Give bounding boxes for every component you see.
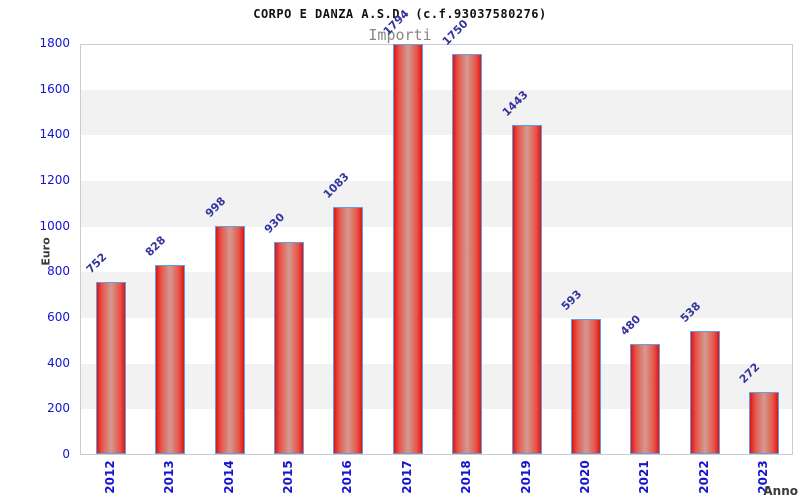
x-tick-label-2015: 2015 bbox=[280, 460, 295, 494]
y-axis-label: Euro bbox=[39, 237, 53, 266]
bar-2017 bbox=[392, 44, 423, 454]
x-tick-label-2013: 2013 bbox=[162, 460, 177, 494]
y-tick-label: 400 bbox=[47, 355, 70, 370]
chart-title: CORPO E DANZA A.S.D. (c.f.93037580276) bbox=[253, 7, 547, 21]
bar-2015 bbox=[273, 241, 304, 454]
y-tick-label: 1400 bbox=[39, 127, 70, 142]
grid-band bbox=[81, 89, 792, 136]
bar-2012 bbox=[95, 282, 126, 454]
x-tick-label-2016: 2016 bbox=[340, 460, 355, 494]
bar-2019 bbox=[511, 124, 542, 454]
bar-2020 bbox=[571, 318, 602, 454]
x-tick-label-2021: 2021 bbox=[637, 460, 652, 494]
plot-area bbox=[80, 44, 793, 455]
y-tick-label: 600 bbox=[47, 310, 70, 324]
x-tick-label-2022: 2022 bbox=[696, 460, 711, 494]
y-tick-label: 1600 bbox=[39, 81, 70, 96]
grid-band bbox=[81, 181, 792, 227]
bar-2016 bbox=[333, 206, 364, 454]
x-tick-label-2019: 2019 bbox=[518, 460, 533, 494]
bar-2022 bbox=[689, 331, 720, 454]
grid-band bbox=[81, 272, 792, 318]
bar-2023 bbox=[749, 391, 780, 454]
x-tick-label-2020: 2020 bbox=[578, 460, 593, 494]
y-tick-label: 1200 bbox=[39, 173, 70, 187]
bar-2018 bbox=[452, 54, 483, 454]
x-tick-label-2017: 2017 bbox=[399, 460, 414, 494]
x-tick-label-2018: 2018 bbox=[459, 460, 474, 494]
bar-2013 bbox=[155, 264, 186, 454]
x-tick-label-2014: 2014 bbox=[221, 460, 236, 494]
grid-band bbox=[81, 363, 792, 410]
chart-subtitle: Importi bbox=[368, 26, 432, 44]
x-tick-label-2012: 2012 bbox=[102, 460, 117, 494]
y-tick-label: 0 bbox=[62, 447, 70, 461]
y-tick-label: 200 bbox=[47, 401, 70, 416]
x-axis-label: Anno bbox=[763, 484, 798, 498]
bar-2021 bbox=[630, 344, 661, 454]
bar-2014 bbox=[214, 226, 245, 454]
